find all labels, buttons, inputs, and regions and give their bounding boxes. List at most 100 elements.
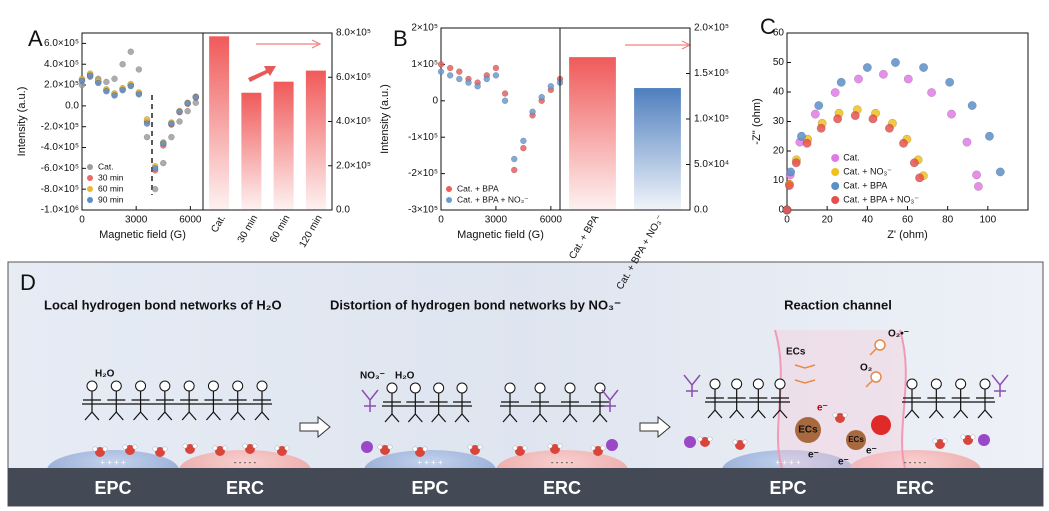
y-tick-label: -1×10⁵ [408, 132, 438, 143]
water-h [970, 434, 976, 440]
data-point [465, 79, 472, 86]
data-point [899, 138, 908, 148]
water-h [960, 434, 966, 440]
superoxide-sphere [871, 415, 891, 435]
molecule-head [86, 380, 98, 392]
molecule-stick [383, 393, 401, 423]
water-h [182, 443, 188, 449]
data-point [103, 88, 110, 95]
electrode-label: ERC [896, 478, 934, 498]
molecule-stick [406, 393, 425, 423]
oxygen-icon [874, 339, 886, 351]
data-point [786, 167, 796, 177]
charge-signs: - - - - - [234, 458, 257, 467]
y-tick-label: 4.0×10⁵ [336, 116, 371, 127]
oxygen-icon [870, 371, 882, 383]
data-point [483, 75, 491, 83]
water-h [377, 444, 383, 450]
water-o [963, 435, 973, 445]
water-h [284, 445, 290, 451]
data-point [945, 77, 955, 87]
water-h [212, 445, 218, 451]
water-h [92, 446, 98, 452]
water-h [600, 445, 606, 451]
data-point [782, 205, 792, 215]
legend-label: Cat. + BPA + NO₃⁻ [457, 194, 529, 204]
label: ECs [798, 425, 818, 436]
panel-label: B [393, 26, 408, 51]
legend-swatch [446, 197, 452, 203]
molecule-head [534, 382, 546, 394]
molecule-stick [253, 391, 271, 421]
data-point [95, 79, 102, 87]
data-point [184, 107, 191, 115]
data-point [492, 64, 500, 72]
x-axis-label: Magnetic field (G) [457, 229, 544, 241]
data-point [103, 78, 110, 86]
nitrate-icon [683, 374, 701, 397]
molecule-stick [204, 391, 223, 421]
molecule-head [906, 378, 918, 390]
x-tick-label: 0 [784, 215, 790, 226]
y-tick-label: 20 [773, 146, 785, 157]
water-h [132, 444, 138, 450]
channel-wall [899, 329, 907, 469]
electrode-label: EPC [769, 478, 806, 498]
data-point [160, 140, 167, 147]
molecule-stick [107, 391, 126, 421]
water-o [185, 444, 195, 454]
data-point [538, 93, 545, 101]
label: O₂ [860, 363, 872, 374]
molecule-label: H₂O [395, 371, 415, 382]
x-axis-label: Magnetic field (G) [99, 229, 186, 241]
x-tick-label: 6000 [540, 215, 563, 226]
nitrate-icon [601, 389, 619, 412]
legend-label: Cat. [98, 161, 114, 171]
data-point [836, 77, 846, 87]
molecule-stick [180, 391, 199, 421]
molecule-head [409, 382, 421, 394]
data-point [850, 111, 860, 121]
data-point [119, 87, 126, 94]
data-point [854, 74, 863, 84]
panel-label: A [28, 26, 43, 51]
water-o [415, 447, 425, 457]
water-h [842, 412, 848, 418]
data-point [915, 173, 924, 183]
data-point [962, 137, 972, 147]
molecule-stick [706, 389, 724, 419]
molecule-head [930, 378, 942, 390]
molecule-head [564, 382, 576, 394]
data-point [456, 68, 463, 75]
electrode-bar [8, 468, 1043, 506]
data-point [119, 60, 126, 68]
ecs-sphere [795, 417, 821, 443]
flow-arrow [299, 415, 331, 439]
water-o [125, 445, 135, 455]
data-point [510, 155, 518, 163]
molecule-stick [501, 393, 519, 423]
water-h [697, 436, 703, 442]
charge-signs: + + + + [775, 458, 801, 467]
electrode-label: EPC [411, 478, 448, 498]
nitrate-sphere [978, 434, 990, 446]
water-h [557, 443, 563, 449]
x-tick-label: Cat. [209, 213, 228, 234]
data-point [446, 72, 454, 79]
water-h [512, 445, 518, 451]
x-tick-label: 0 [79, 215, 85, 226]
data-point [446, 64, 454, 72]
data-point [784, 181, 794, 190]
legend-label: Cat. [843, 152, 860, 162]
data-point [903, 74, 913, 84]
water-h [590, 445, 596, 451]
data-point [927, 88, 937, 98]
data-point [862, 63, 872, 72]
legend-swatch [831, 154, 840, 162]
data-point [833, 114, 843, 124]
x-tick-label: 100 [979, 215, 996, 226]
data-point [972, 170, 982, 180]
ecs-sphere [846, 430, 866, 450]
y-tick-label: 0 [778, 205, 784, 216]
molecule-head [110, 380, 122, 392]
